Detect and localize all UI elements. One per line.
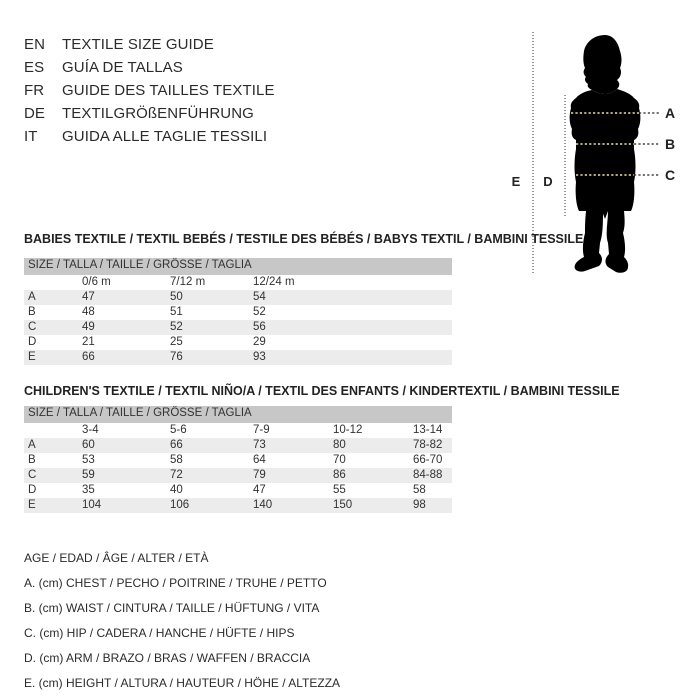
svg-text:A: A	[665, 105, 675, 121]
svg-text:D: D	[543, 174, 552, 189]
svg-text:B: B	[665, 136, 675, 152]
svg-text:E: E	[512, 174, 521, 189]
svg-text:C: C	[665, 167, 675, 183]
